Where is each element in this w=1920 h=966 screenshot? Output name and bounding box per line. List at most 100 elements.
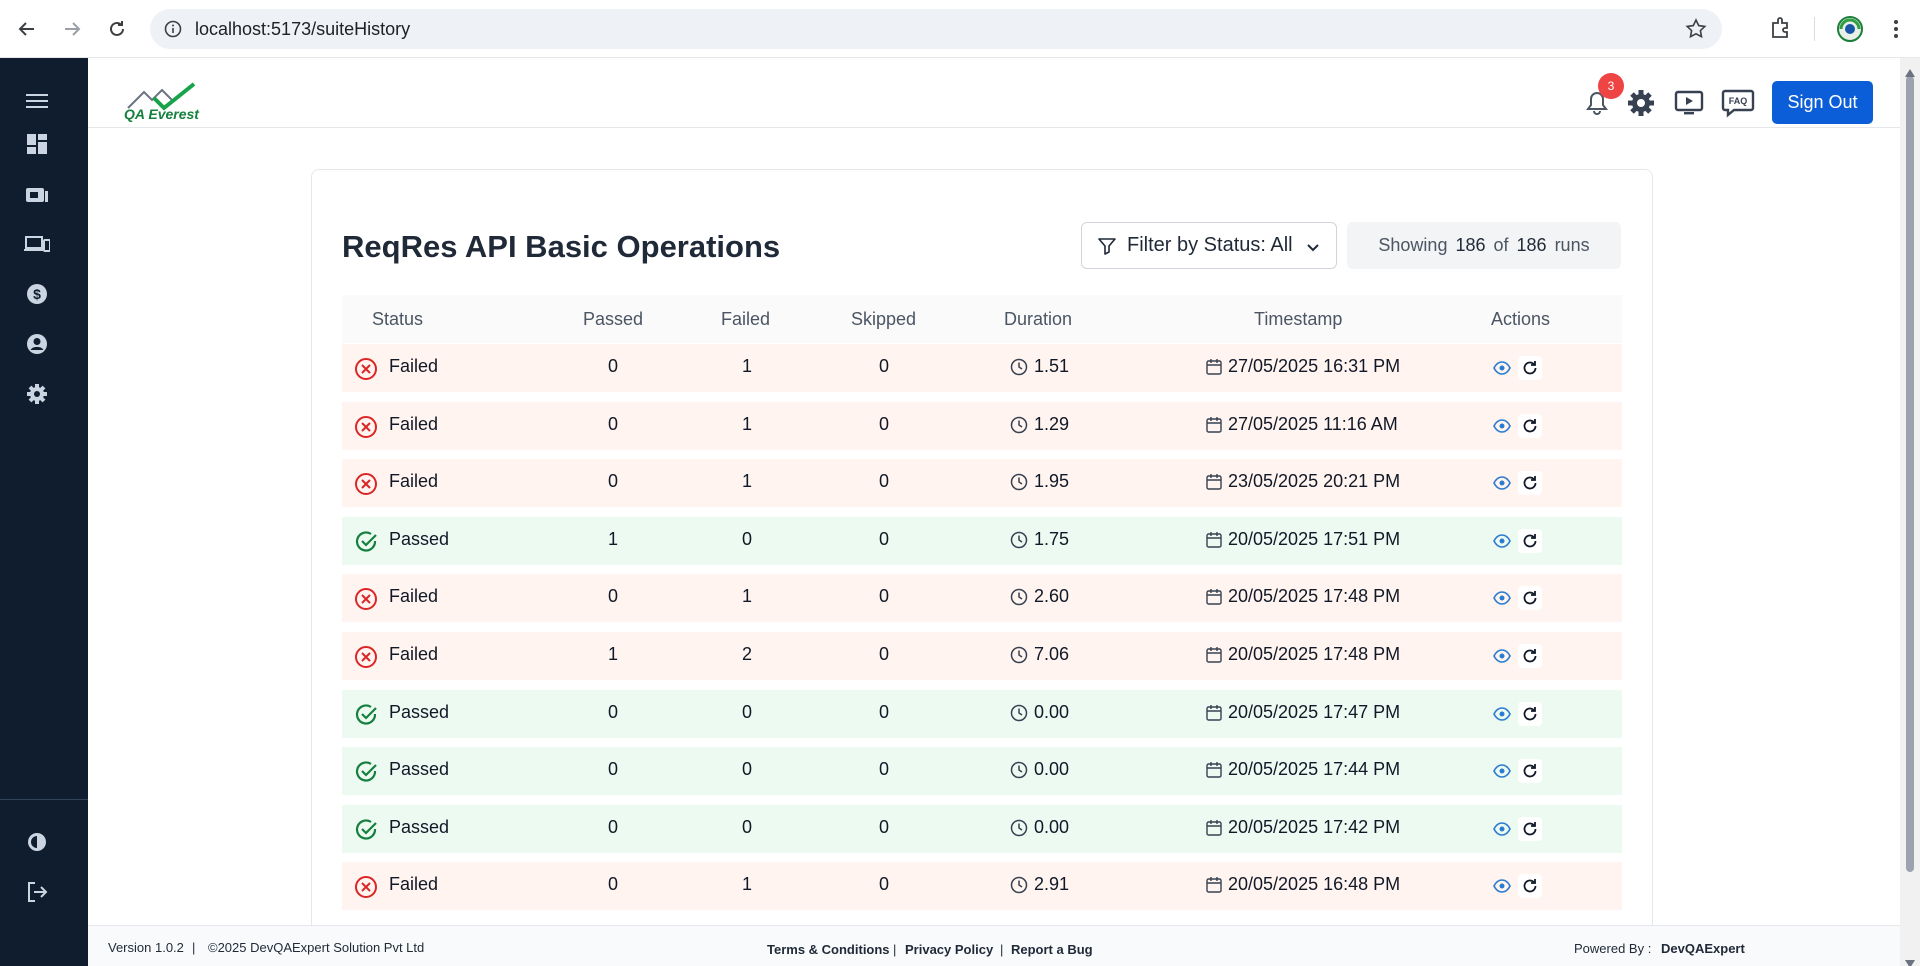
skipped-count: 0 [878, 874, 889, 894]
rerun-icon[interactable] [1518, 759, 1542, 783]
rerun-icon[interactable] [1518, 702, 1542, 726]
table-row[interactable]: Failed 0 1 0 2.91 20/05/2025 16:48 PM [342, 862, 1622, 910]
duration-cell: 1.51 [1010, 356, 1069, 377]
passed-count: 1 [607, 529, 618, 549]
failed-status-icon [354, 875, 378, 899]
view-eye-icon[interactable] [1490, 471, 1514, 495]
powered-by-company[interactable]: DevQAExpert [1661, 941, 1745, 956]
address-bar[interactable]: localhost:5173/suiteHistory [150, 9, 1722, 49]
footer [88, 925, 1900, 966]
view-eye-icon[interactable] [1490, 644, 1514, 668]
rerun-icon[interactable] [1518, 586, 1542, 610]
table-row[interactable]: Failed 0 1 0 1.51 27/05/2025 16:31 PM [342, 344, 1622, 392]
timestamp-value: 20/05/2025 17:44 PM [1228, 759, 1401, 779]
status-label: Passed [389, 817, 450, 837]
passed-count: 0 [607, 702, 618, 722]
profile-icon[interactable] [24, 331, 50, 357]
passed-status-icon [354, 530, 378, 554]
table-row[interactable]: Failed 0 1 0 1.29 27/05/2025 11:16 AM [342, 402, 1622, 450]
rerun-icon[interactable] [1518, 874, 1542, 898]
skipped-count: 0 [878, 471, 889, 491]
settings-icon[interactable] [24, 381, 50, 407]
scrollbar-thumb[interactable] [1906, 76, 1914, 872]
version-text: Version 1.0.2 [108, 940, 184, 955]
rerun-icon[interactable] [1518, 817, 1542, 841]
privacy-link[interactable]: Privacy Policy [905, 942, 994, 957]
view-eye-icon[interactable] [1490, 874, 1514, 898]
duration-cell: 2.60 [1010, 586, 1069, 607]
view-eye-icon[interactable] [1490, 529, 1514, 553]
sign-out-button[interactable]: Sign Out [1772, 81, 1873, 124]
timestamp-cell: 20/05/2025 17:47 PM [1206, 702, 1400, 723]
reload-icon[interactable] [100, 12, 134, 46]
kebab-menu-icon[interactable] [1882, 14, 1910, 44]
clock-icon [1010, 876, 1028, 894]
logout-icon[interactable] [24, 879, 50, 905]
rerun-icon[interactable] [1518, 356, 1542, 380]
failed-count: 0 [741, 529, 752, 549]
failed-count: 1 [741, 414, 752, 434]
devices-icon[interactable] [24, 232, 50, 258]
test-runs-icon[interactable] [24, 182, 50, 208]
status-filter-dropdown[interactable]: Filter by Status: All [1081, 222, 1337, 269]
rerun-icon[interactable] [1518, 414, 1542, 438]
showing-suffix: runs [1554, 235, 1590, 255]
table-row[interactable]: Passed 0 0 0 0.00 20/05/2025 17:42 PM [342, 805, 1622, 853]
profile-icon[interactable] [1836, 15, 1864, 43]
theme-icon[interactable] [24, 829, 50, 855]
faq-icon[interactable]: FAQ [1721, 86, 1755, 120]
passed-count: 0 [607, 817, 618, 837]
status-label: Passed [389, 702, 450, 722]
view-eye-icon[interactable] [1490, 702, 1514, 726]
info-icon[interactable] [163, 19, 183, 39]
rerun-icon[interactable] [1518, 644, 1542, 668]
duration-cell: 1.95 [1010, 471, 1069, 492]
duration-cell: 0.00 [1010, 817, 1069, 838]
billing-icon[interactable]: $ [24, 281, 50, 307]
forward-arrow-icon[interactable] [55, 12, 89, 46]
view-eye-icon[interactable] [1490, 817, 1514, 841]
timestamp-cell: 20/05/2025 17:42 PM [1206, 817, 1400, 838]
star-icon[interactable] [1684, 17, 1708, 41]
report-bug-link[interactable]: Report a Bug [1011, 942, 1093, 957]
dashboard-icon[interactable] [24, 131, 50, 157]
table-row[interactable]: Passed 1 0 0 1.75 20/05/2025 17:51 PM [342, 517, 1622, 565]
duration-cell: 2.91 [1010, 874, 1069, 895]
column-header-passed: Passed [583, 309, 644, 329]
table-row[interactable]: Failed 0 1 0 1.95 23/05/2025 20:21 PM [342, 459, 1622, 507]
table-row[interactable]: Failed 1 2 0 7.06 20/05/2025 17:48 PM [342, 632, 1622, 680]
timestamp-value: 27/05/2025 11:16 AM [1228, 414, 1398, 434]
view-eye-icon[interactable] [1490, 759, 1514, 783]
video-tutorial-icon[interactable] [1672, 86, 1706, 120]
status-label: Passed [389, 529, 450, 549]
terms-link[interactable]: Terms & Conditions [767, 942, 890, 957]
extensions-icon[interactable] [1768, 15, 1796, 43]
duration-cell: 7.06 [1010, 644, 1069, 665]
gear-icon[interactable] [1624, 86, 1658, 120]
url-text[interactable]: localhost:5173/suiteHistory [195, 18, 411, 39]
logo[interactable] [124, 82, 200, 126]
passed-count: 0 [607, 356, 618, 376]
table-row[interactable]: Passed 0 0 0 0.00 20/05/2025 17:44 PM [342, 747, 1622, 795]
scroll-down-arrow-icon[interactable] [1905, 955, 1915, 966]
rerun-icon[interactable] [1518, 471, 1542, 495]
passed-count: 0 [607, 471, 618, 491]
menu-icon[interactable] [24, 88, 50, 114]
table-row[interactable]: Passed 0 0 0 0.00 20/05/2025 17:47 PM [342, 690, 1622, 738]
rerun-icon[interactable] [1518, 529, 1542, 553]
skipped-count: 0 [878, 644, 889, 664]
footer-separator: | [192, 940, 196, 955]
table-row[interactable]: Failed 0 1 0 2.60 20/05/2025 17:48 PM [342, 574, 1622, 622]
view-eye-icon[interactable] [1490, 586, 1514, 610]
clock-icon [1010, 531, 1028, 549]
back-arrow-icon[interactable] [10, 12, 44, 46]
view-eye-icon[interactable] [1490, 356, 1514, 380]
duration-value: 7.06 [1034, 644, 1070, 664]
page-title: ReqRes API Basic Operations [342, 229, 781, 264]
duration-cell: 0.00 [1010, 759, 1069, 780]
scroll-up-arrow-icon[interactable] [1905, 64, 1915, 77]
passed-status-icon [354, 703, 378, 727]
timestamp-cell: 27/05/2025 11:16 AM [1206, 414, 1398, 435]
passed-status-icon [354, 818, 378, 842]
view-eye-icon[interactable] [1490, 414, 1514, 438]
